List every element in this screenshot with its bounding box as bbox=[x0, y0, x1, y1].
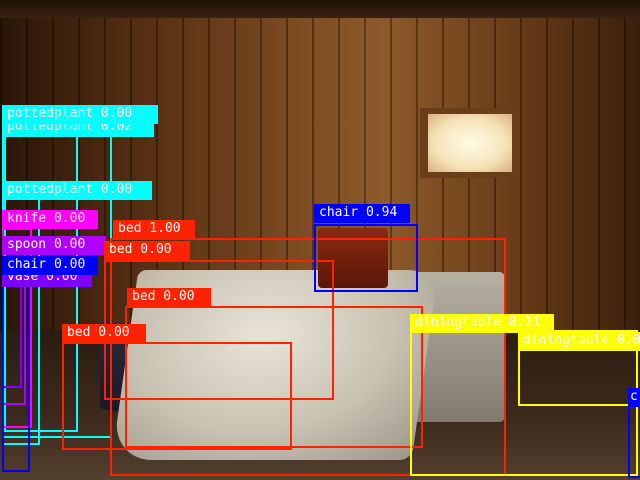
detection-box-chair-2 bbox=[314, 224, 418, 292]
detection-box-diningtable-2 bbox=[518, 348, 640, 406]
detection-label-diningtable-2: diningtable 0.0 bbox=[518, 332, 640, 351]
detection-label-bed-4: bed 0.00 bbox=[62, 324, 146, 343]
detection-label-pottedplant-3: pottedplant 0.00 bbox=[2, 181, 152, 200]
ceiling bbox=[0, 0, 640, 18]
detection-label-bed-2: bed 0.00 bbox=[104, 241, 190, 260]
detection-label-bed-3: bed 0.00 bbox=[127, 288, 211, 307]
detection-box-bed-1 bbox=[110, 238, 506, 476]
detection-label-pottedplant-1: pottedplant 0.00 bbox=[2, 105, 158, 124]
detection-label-chair-2: chair 0.94 bbox=[314, 204, 410, 223]
detection-label-c: c bbox=[628, 388, 640, 407]
detection-box-bed-4 bbox=[62, 342, 292, 450]
detection-label-bed-1: bed 1.00 bbox=[113, 220, 195, 239]
window bbox=[428, 114, 512, 172]
detection-label-chair-1: chair 0.00 bbox=[2, 256, 98, 275]
detection-label-diningtable-1: diningtable 0.11 bbox=[410, 314, 554, 333]
detection-label-spoon: spoon 0.00 bbox=[2, 236, 106, 255]
detection-box-bed-3 bbox=[125, 306, 423, 448]
detection-box-c bbox=[628, 405, 640, 478]
detection-label-knife: knife 0.00 bbox=[2, 210, 98, 229]
detection-box-chair-1 bbox=[2, 274, 30, 472]
